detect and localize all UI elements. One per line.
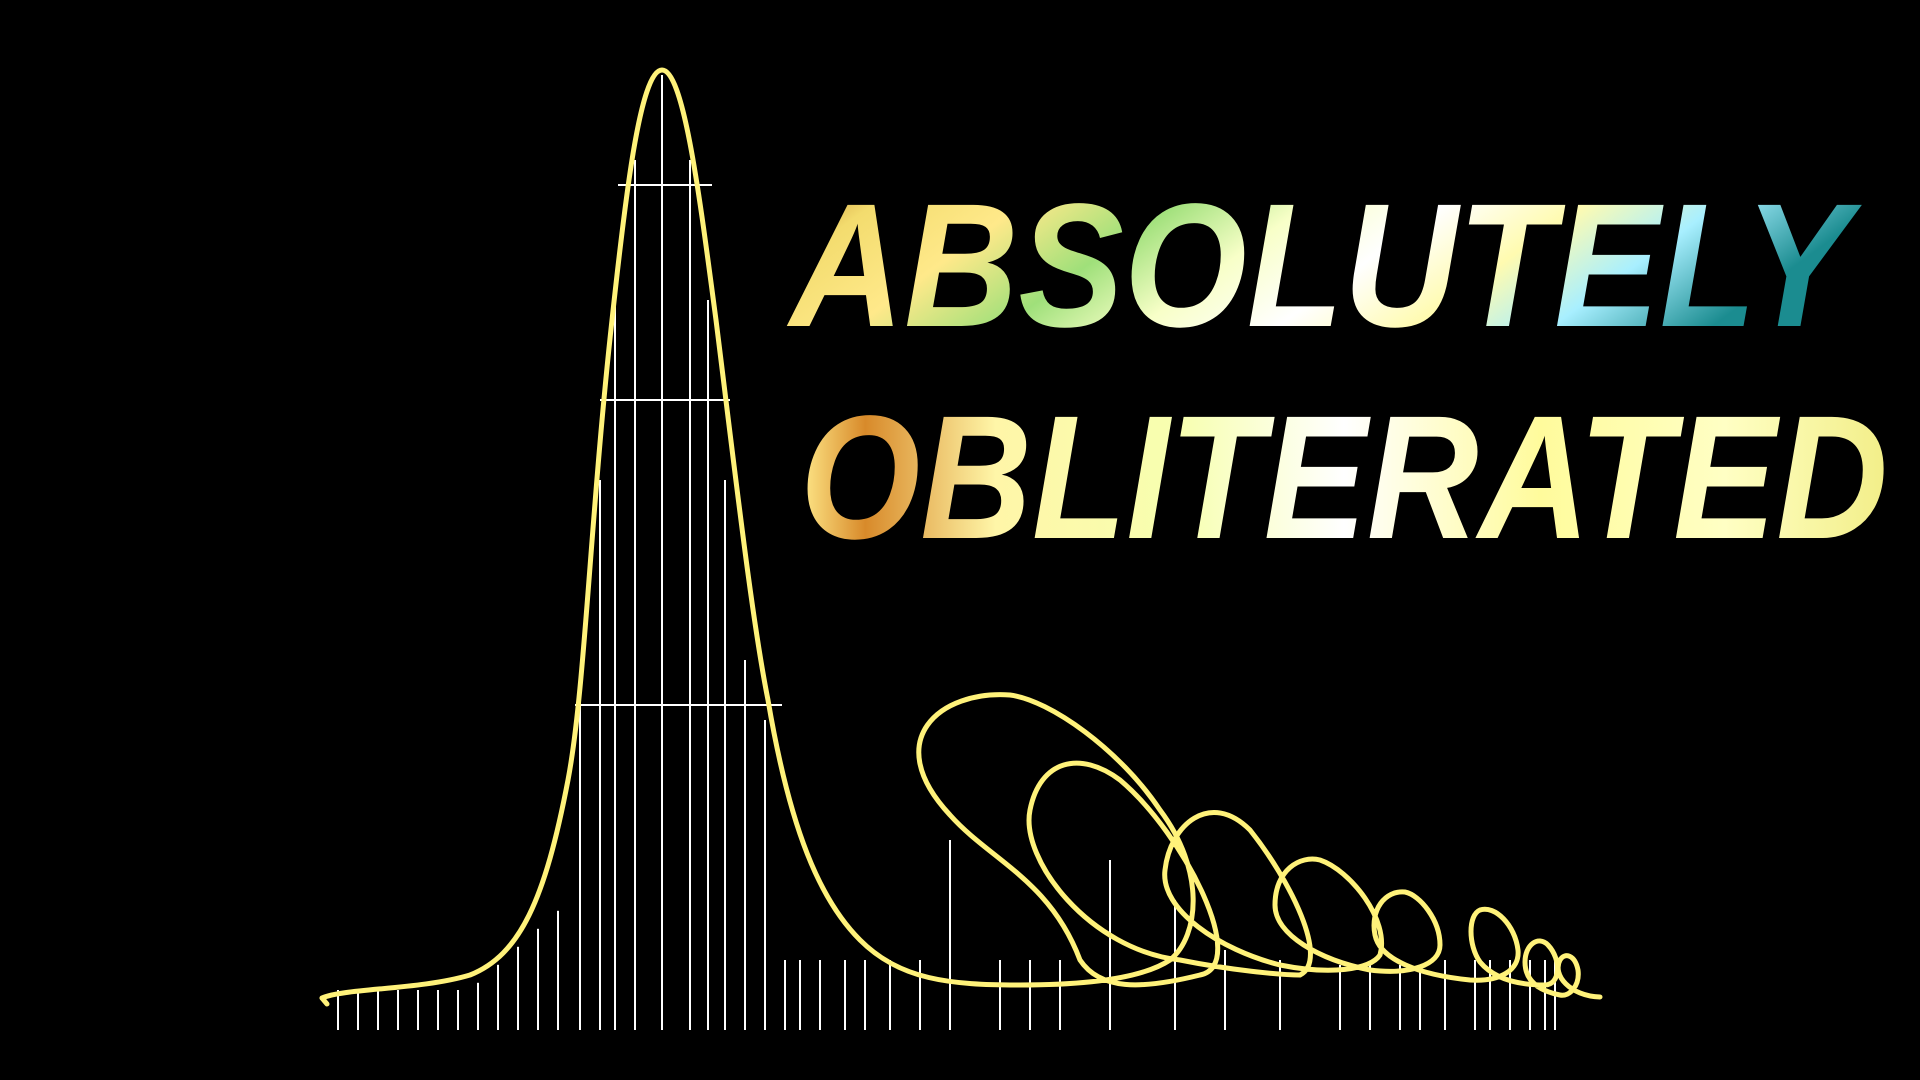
headline-line-1: ABSOLUTELY	[786, 168, 1862, 364]
coaster-track	[319, 67, 1603, 1001]
coaster-track-endcap	[319, 995, 330, 1007]
headline-line-2: OBLITERATED	[800, 380, 1888, 576]
